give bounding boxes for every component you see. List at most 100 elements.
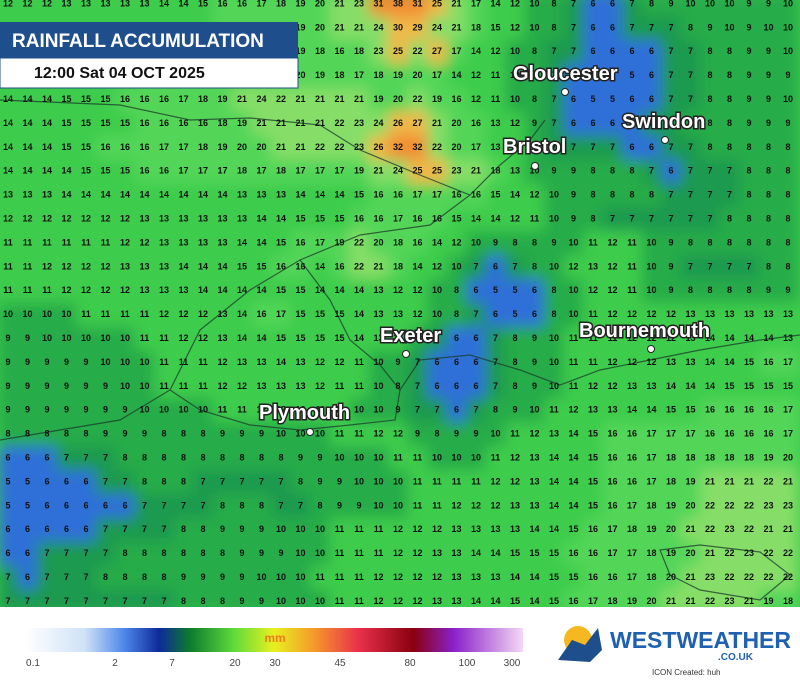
- rain-cell: [407, 326, 429, 352]
- rain-cell: [17, 589, 39, 607]
- rain-cell: [680, 326, 702, 352]
- rain-value: 11: [627, 261, 637, 271]
- rain-value: 13: [529, 500, 539, 510]
- rain-cell: [232, 517, 253, 543]
- rain-cell: [680, 302, 702, 328]
- rain-cell: [719, 0, 741, 17]
- rain-cell: [407, 493, 429, 519]
- rain-cell: [680, 207, 702, 233]
- rain-value: 14: [256, 237, 266, 247]
- rain-value: 19: [217, 142, 227, 152]
- rain-cell: [583, 422, 604, 448]
- rain-cell: [232, 541, 253, 567]
- rain-cell: [739, 350, 760, 376]
- rain-cell: [446, 589, 468, 607]
- rain-value: 16: [139, 118, 149, 128]
- rain-cell: [485, 87, 507, 113]
- rain-value: 6: [629, 142, 634, 152]
- rain-value: 10: [315, 548, 325, 558]
- rain-value: 7: [610, 142, 615, 152]
- rain-cell: [427, 15, 448, 41]
- rain-cell: [446, 374, 468, 400]
- rain-cell: [758, 207, 780, 233]
- rain-value: 6: [5, 548, 10, 558]
- rain-cell: [368, 254, 390, 280]
- rain-value: 12: [237, 381, 247, 391]
- rain-cell: [466, 207, 487, 233]
- rain-cell: [76, 183, 97, 209]
- rain-value: 6: [493, 261, 498, 271]
- rain-cell: [193, 422, 214, 448]
- rain-cell: [661, 207, 682, 233]
- rain-value: 10: [42, 333, 52, 343]
- rain-cell: [349, 589, 370, 607]
- rain-value: 19: [763, 596, 773, 606]
- rain-value: 6: [629, 94, 634, 104]
- rain-value: 12: [490, 476, 500, 486]
- rain-value: 21: [334, 94, 344, 104]
- rain-cell: [310, 326, 331, 352]
- rain-value: 13: [451, 524, 461, 534]
- rain-cell: [641, 15, 663, 41]
- rain-value: 9: [317, 452, 322, 462]
- rain-value: 13: [588, 261, 598, 271]
- rain-value: 15: [549, 548, 559, 558]
- rain-value: 7: [259, 476, 264, 486]
- rain-cell: [310, 517, 331, 543]
- rain-cell: [212, 470, 234, 495]
- rain-value: 9: [668, 0, 673, 8]
- rain-cell: [427, 398, 448, 424]
- rain-value: 11: [491, 452, 501, 462]
- rain-value: 13: [139, 0, 149, 8]
- rain-value: 15: [588, 429, 598, 439]
- rain-cell: [173, 87, 195, 113]
- rain-value: 19: [666, 500, 676, 510]
- rain-cell: [544, 446, 565, 472]
- rain-value: 8: [532, 46, 537, 56]
- rain-cell: [329, 493, 351, 519]
- rain-value: 8: [122, 572, 127, 582]
- rain-cell: [778, 326, 799, 352]
- rain-value: 14: [334, 190, 344, 200]
- rain-value: 16: [373, 190, 383, 200]
- rain-cell: [290, 159, 312, 185]
- rain-cell: [583, 565, 604, 591]
- rain-value: 32: [412, 142, 422, 152]
- rain-cell: [349, 398, 370, 424]
- rain-cell: [407, 63, 429, 89]
- rain-cell: [563, 398, 585, 424]
- rain-cell: [427, 517, 448, 543]
- rain-value: 19: [295, 46, 305, 56]
- rain-cell: [739, 470, 760, 495]
- rain-value: 8: [161, 572, 166, 582]
- rain-value: 7: [668, 190, 673, 200]
- rain-cell: [700, 565, 721, 591]
- rain-cell: [173, 517, 195, 543]
- rain-value: 19: [295, 22, 305, 32]
- rain-cell: [661, 326, 682, 352]
- rain-cell: [602, 565, 624, 591]
- rain-cell: [290, 422, 312, 448]
- rain-cell: [115, 350, 136, 376]
- rain-cell: [329, 0, 351, 17]
- rain-value: 7: [161, 524, 166, 534]
- rain-cell: [310, 135, 331, 161]
- rain-value: 13: [159, 261, 169, 271]
- rain-value: 20: [373, 237, 383, 247]
- rain-value: 6: [610, 70, 615, 80]
- rain-value: 19: [373, 94, 383, 104]
- rain-value: 15: [549, 596, 559, 606]
- rain-value: 32: [393, 142, 403, 152]
- rain-value: 11: [354, 548, 364, 558]
- rain-value: 12: [412, 309, 422, 319]
- rain-value: 14: [120, 190, 130, 200]
- rain-value: 11: [569, 333, 579, 343]
- rain-cell: [719, 111, 741, 137]
- rain-cell: [368, 87, 390, 113]
- rain-value: 10: [432, 285, 442, 295]
- rain-value: 6: [649, 46, 654, 56]
- rain-cell: [524, 135, 546, 161]
- rain-value: 13: [139, 285, 149, 295]
- rain-value: 21: [237, 94, 247, 104]
- rain-cell: [446, 183, 468, 209]
